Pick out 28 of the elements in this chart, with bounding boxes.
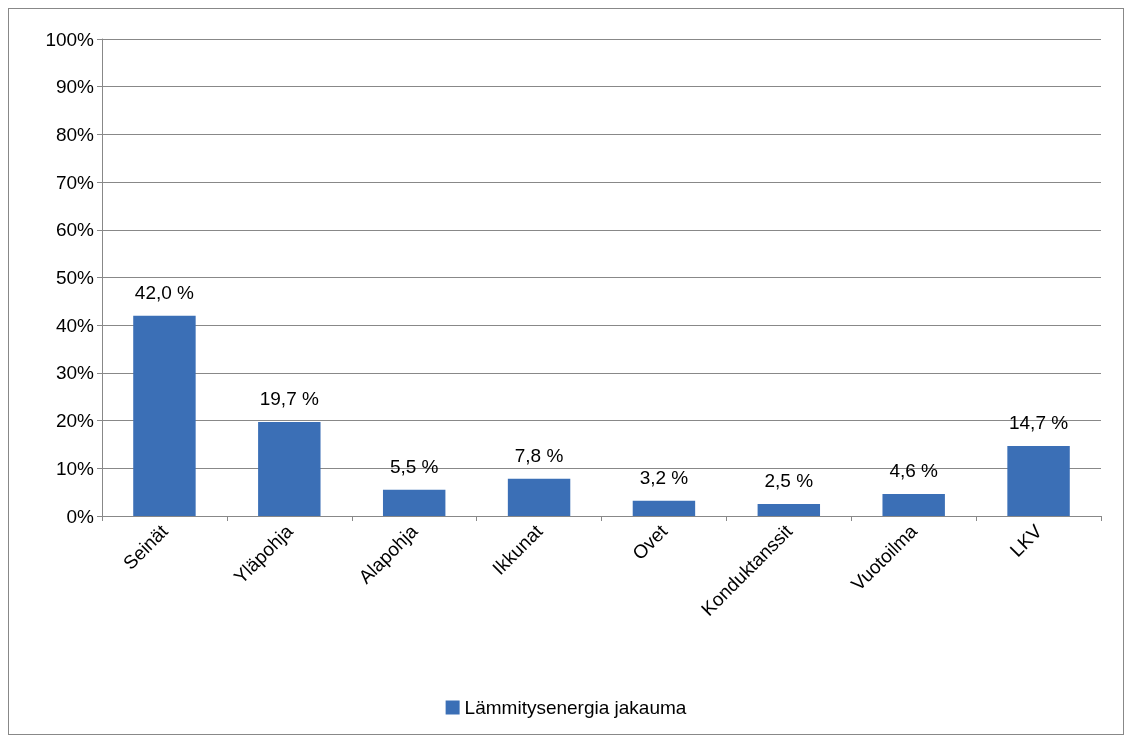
data-label: 2,5 %: [764, 470, 814, 492]
y-tick-label: 30%: [55, 362, 95, 384]
data-label: 42,0 %: [134, 281, 195, 303]
y-tick-label: 80%: [55, 123, 95, 145]
y-tick-label: 50%: [55, 267, 95, 288]
bar: [757, 504, 821, 516]
bar: [133, 315, 196, 516]
bar: [882, 494, 945, 516]
data-label: 4,6 %: [889, 460, 939, 482]
y-tick-label: 90%: [55, 76, 95, 98]
y-tick-label: 60%: [55, 219, 95, 241]
legend-label: Lämmitysenergia jakauma: [464, 697, 687, 718]
data-label: 14,7 %: [1008, 411, 1069, 433]
y-tick-label: 10%: [55, 457, 95, 479]
y-tick-label: 0%: [66, 505, 95, 527]
data-label: 5,5 %: [389, 455, 439, 477]
bar: [632, 500, 696, 516]
data-label: 19,7 %: [259, 388, 319, 410]
bar: [1007, 445, 1070, 516]
bar: [507, 478, 571, 516]
data-label: 7,8 %: [514, 444, 564, 466]
y-tick-label: 40%: [55, 314, 95, 336]
y-tick-label: 70%: [55, 171, 95, 193]
y-tick-label: 100%: [45, 28, 95, 50]
bar: [258, 422, 321, 516]
data-label: 3,2 %: [639, 466, 689, 488]
y-tick-label: 20%: [55, 410, 95, 432]
bar: [382, 489, 446, 516]
